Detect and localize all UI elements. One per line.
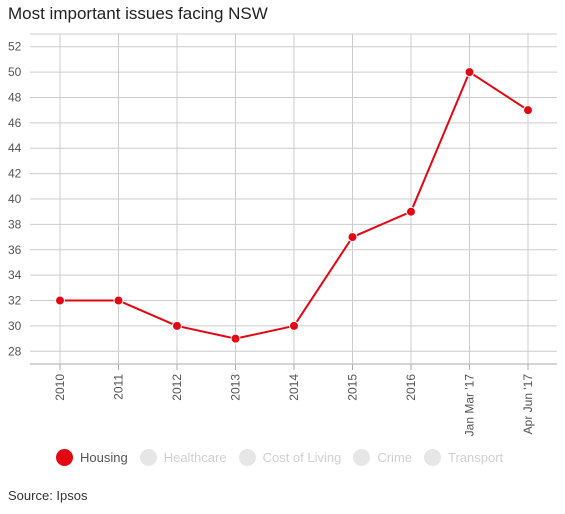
data-point[interactable] <box>289 320 299 331</box>
legend-item-crime[interactable]: Crime <box>353 448 413 466</box>
x-tick-label: 2013 <box>229 374 243 401</box>
legend-label: Cost of Living <box>262 449 342 465</box>
legend-marker <box>353 448 371 466</box>
legend-marker <box>56 448 73 466</box>
y-tick-label: 38 <box>8 217 22 231</box>
legend-label: Healthcare <box>163 449 227 465</box>
legend: Housing Healthcare Cost of Living Crime Tran… <box>56 447 515 467</box>
y-tick-label: 32 <box>8 294 22 308</box>
x-tick-label: 2010 <box>53 374 67 401</box>
legend-item-housing[interactable]: Housing <box>56 448 128 466</box>
legend-marker <box>238 448 256 466</box>
legend-label: Transport <box>448 449 504 465</box>
legend-item-transport[interactable]: Transport <box>424 448 504 466</box>
y-tick-label: 34 <box>8 268 22 282</box>
x-tick-label: 2016 <box>404 374 418 401</box>
legend-label: Crime <box>377 449 413 465</box>
y-tick-label: 46 <box>8 116 22 130</box>
y-tick-label: 44 <box>8 141 22 155</box>
y-tick-label: 48 <box>8 90 22 104</box>
legend-item-healthcare[interactable]: Healthcare <box>139 448 227 466</box>
source-note: Source: Ipsos <box>8 488 88 503</box>
y-axis: 28 30 32 34 36 38 40 42 44 46 48 50 52 <box>8 40 22 359</box>
y-tick-label: 50 <box>8 65 22 79</box>
data-point[interactable] <box>113 295 124 306</box>
data-point[interactable] <box>172 320 182 331</box>
data-point[interactable] <box>230 333 241 344</box>
y-tick-label: 28 <box>8 344 22 358</box>
data-point[interactable] <box>406 206 416 217</box>
x-tick-label: Jan Mar '17 <box>463 374 477 437</box>
legend-item-cost-of-living[interactable]: Cost of Living <box>238 448 342 466</box>
data-point[interactable] <box>523 105 533 116</box>
legend-label: Housing <box>80 449 128 465</box>
y-tick-label: 30 <box>8 319 22 333</box>
y-tick-label: 42 <box>8 167 22 181</box>
x-tick-label: 2014 <box>287 374 301 401</box>
data-point[interactable] <box>464 67 475 78</box>
data-point[interactable] <box>55 295 65 306</box>
x-tick-label: Apr Jun '17 <box>521 374 535 435</box>
chart-title: Most important issues facing NSW <box>8 4 268 23</box>
x-tick-label: 2011 <box>112 374 126 400</box>
y-tick-label: 52 <box>8 40 22 54</box>
y-tick-label: 40 <box>8 192 22 206</box>
series-group <box>55 67 533 344</box>
legend-marker <box>424 448 442 466</box>
x-tick-label: 2012 <box>170 374 184 401</box>
x-axis: 2010 2011 2012 2013 2014 2015 2016 Jan Mar '17 A… <box>53 364 535 436</box>
data-point[interactable] <box>347 232 358 243</box>
grid <box>30 33 557 365</box>
y-tick-label: 36 <box>8 243 22 257</box>
legend-marker <box>139 448 157 466</box>
x-tick-label: 2015 <box>346 374 360 401</box>
